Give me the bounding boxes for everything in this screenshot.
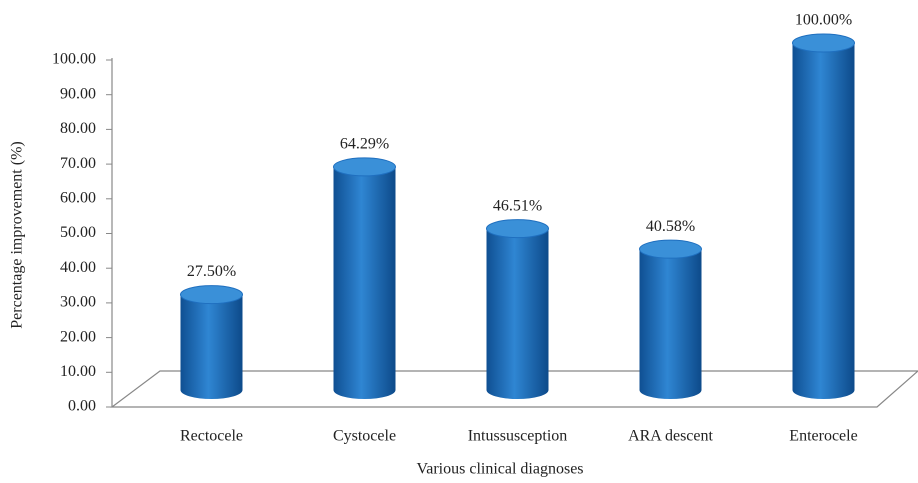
y-tick-label: 60.00 bbox=[60, 189, 96, 206]
y-tick-label: 50.00 bbox=[60, 224, 96, 241]
bar bbox=[486, 228, 549, 399]
y-tick-label: 80.00 bbox=[60, 120, 96, 137]
x-tick-label: Cystocele bbox=[333, 428, 396, 445]
x-tick-label: Enterocele bbox=[789, 428, 857, 445]
y-tick-label: 40.00 bbox=[60, 259, 96, 276]
bar-top bbox=[333, 157, 396, 177]
y-axis-title: Percentage improvement (%) bbox=[9, 141, 26, 328]
data-label: 46.51% bbox=[493, 197, 542, 214]
y-tick-label: 0.00 bbox=[68, 398, 96, 415]
data-label: 100.00% bbox=[795, 12, 852, 29]
bar bbox=[333, 166, 396, 399]
floor bbox=[110, 370, 918, 408]
bar bbox=[639, 249, 702, 399]
y-tick-label: 90.00 bbox=[60, 85, 96, 102]
bar bbox=[180, 294, 243, 399]
bar-top bbox=[639, 239, 702, 259]
data-label: 27.50% bbox=[187, 263, 236, 280]
x-axis-title: Various clinical diagnoses bbox=[416, 461, 583, 478]
y-tick-label: 70.00 bbox=[60, 155, 96, 172]
bar-top bbox=[486, 219, 549, 239]
data-label: 40.58% bbox=[646, 218, 695, 235]
bar-top bbox=[792, 33, 855, 53]
x-tick-label: Intussusception bbox=[468, 428, 568, 445]
y-tick-label: 30.00 bbox=[60, 294, 96, 311]
data-label: 64.29% bbox=[340, 136, 389, 153]
y-tick-label: 20.00 bbox=[60, 328, 96, 345]
bar-top bbox=[180, 285, 243, 305]
x-tick-label: Rectocele bbox=[180, 428, 243, 445]
bar bbox=[792, 43, 855, 399]
y-tick-label: 10.00 bbox=[60, 363, 96, 380]
x-tick-label: ARA descent bbox=[628, 428, 713, 445]
y-tick-label: 100.00 bbox=[52, 51, 96, 68]
